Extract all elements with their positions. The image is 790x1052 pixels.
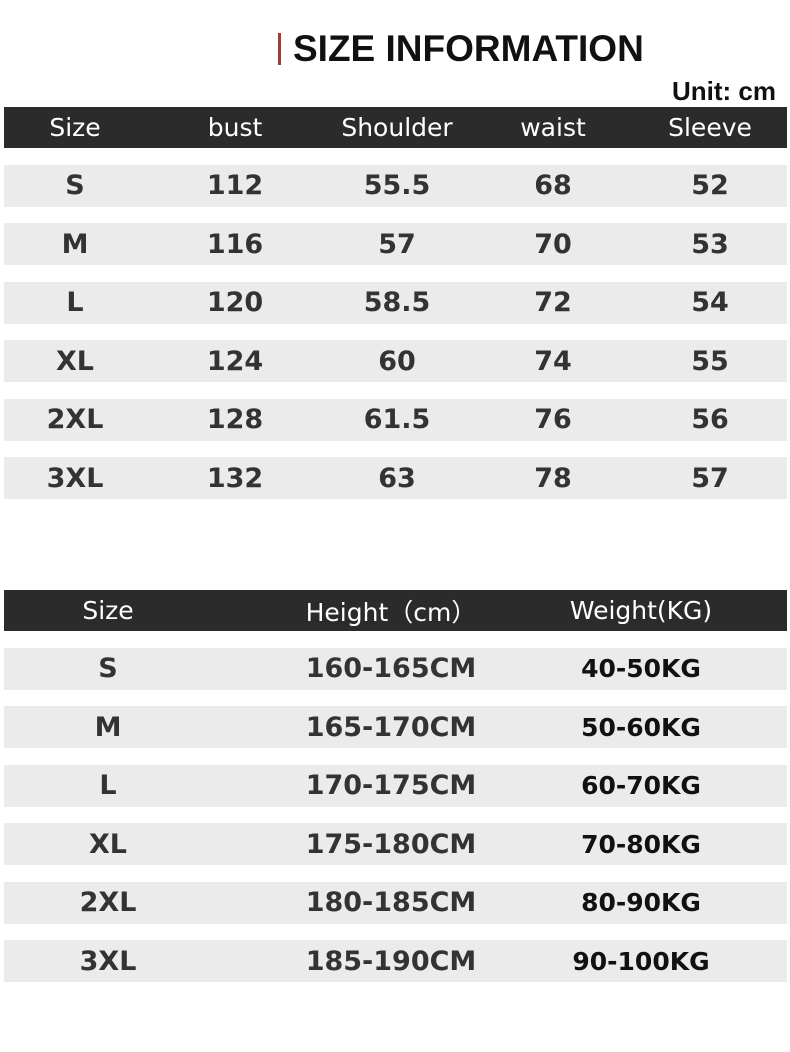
- table-cell: 53: [691, 228, 729, 260]
- table-cell: 3XL: [46, 462, 104, 494]
- table-cell: XL: [55, 345, 95, 377]
- table-cell: 70-80KG: [581, 829, 701, 859]
- table-cell: 185-190CM: [305, 945, 477, 977]
- table-cell: 40-50KG: [581, 654, 701, 683]
- table-cell: 128: [206, 404, 264, 435]
- table-row: L 170-175CM 60-70KG: [4, 764, 787, 807]
- table-cell: 160-165CM: [305, 653, 477, 684]
- column-header: waist: [520, 113, 586, 142]
- table-cell: 50-60KG: [581, 712, 701, 742]
- table-cell: 70: [534, 228, 572, 260]
- table-row: M 116 57 70 53: [4, 223, 787, 265]
- table-cell: 60: [378, 345, 416, 377]
- table-cell: 56: [691, 404, 729, 435]
- table-cell: L: [99, 770, 117, 801]
- title-text: SIZE INFORMATION: [293, 28, 644, 69]
- table-cell: S: [98, 653, 118, 684]
- column-header: Weight(KG): [569, 596, 713, 625]
- table-cell: 120: [206, 287, 264, 318]
- table-cell: 180-185CM: [305, 887, 477, 918]
- table-cell: 112: [206, 170, 264, 201]
- table-cell: 78: [534, 462, 572, 494]
- table-cell: 2XL: [79, 887, 137, 918]
- table-cell: M: [94, 711, 122, 743]
- table-cell: M: [61, 228, 89, 260]
- column-header: Size: [82, 596, 134, 625]
- column-header: bust: [207, 113, 263, 142]
- table-cell: 52: [691, 170, 729, 201]
- table-cell: 55: [691, 345, 729, 377]
- table-row: 3XL 185-190CM 90-100KG: [4, 940, 787, 982]
- table-cell: 165-170CM: [305, 711, 477, 743]
- unit-label: Unit: cm: [672, 76, 776, 106]
- table-cell: 57: [691, 462, 729, 494]
- table-cell: 61.5: [363, 404, 431, 435]
- table-cell: 90-100KG: [572, 946, 710, 976]
- table-cell: 132: [206, 462, 264, 494]
- table-row: 2XL 128 61.5 76 56: [4, 398, 787, 441]
- table-cell: S: [65, 170, 85, 201]
- column-header: Shoulder: [341, 113, 453, 142]
- table-row: S 160-165CM 40-50KG: [4, 647, 787, 690]
- column-header: Sleeve: [668, 113, 752, 142]
- table-cell: 72: [534, 287, 572, 318]
- size-measurement-table: Size bust Shoulder waist Sleeve S 112 55.5 68 52 M…: [4, 107, 787, 499]
- table-row: 3XL 132 63 78 57: [4, 457, 787, 499]
- table-row: XL 175-180CM 70-80KG: [4, 823, 787, 865]
- table-row: S 112 55.5 68 52: [4, 164, 787, 207]
- table-cell: L: [66, 287, 84, 318]
- table-header: Size Height（cm） Weight(KG): [4, 590, 787, 631]
- table-row: 2XL 180-185CM 80-90KG: [4, 881, 787, 924]
- table-cell: 54: [691, 287, 729, 318]
- table-cell: 55.5: [363, 170, 431, 201]
- column-header: Height（cm）: [305, 597, 477, 627]
- table-cell: 170-175CM: [305, 770, 477, 801]
- table-cell: 116: [206, 228, 264, 260]
- table-cell: 63: [378, 462, 416, 494]
- page-title: SIZE INFORMATION: [278, 28, 644, 70]
- table-cell: 58.5: [363, 287, 431, 318]
- table-row: M 165-170CM 50-60KG: [4, 706, 787, 748]
- table-row: L 120 58.5 72 54: [4, 281, 787, 324]
- table-cell: 74: [534, 345, 572, 377]
- table-cell: 68: [534, 170, 572, 201]
- table-header: Size bust Shoulder waist Sleeve: [4, 107, 787, 148]
- table-cell: XL: [88, 828, 128, 860]
- table-cell: 124: [206, 345, 264, 377]
- title-accent-bar: [278, 33, 281, 65]
- height-weight-table: Size Height（cm） Weight(KG) S 160-165CM 40-50K…: [4, 590, 787, 982]
- table-cell: 3XL: [79, 945, 137, 977]
- table-cell: 76: [534, 404, 572, 435]
- table-cell: 80-90KG: [581, 888, 701, 917]
- table-cell: 2XL: [46, 404, 104, 435]
- table-cell: 60-70KG: [581, 771, 701, 800]
- table-row: XL 124 60 74 55: [4, 340, 787, 382]
- column-header: Size: [49, 113, 101, 142]
- table-cell: 175-180CM: [305, 828, 477, 860]
- table-cell: 57: [378, 228, 416, 260]
